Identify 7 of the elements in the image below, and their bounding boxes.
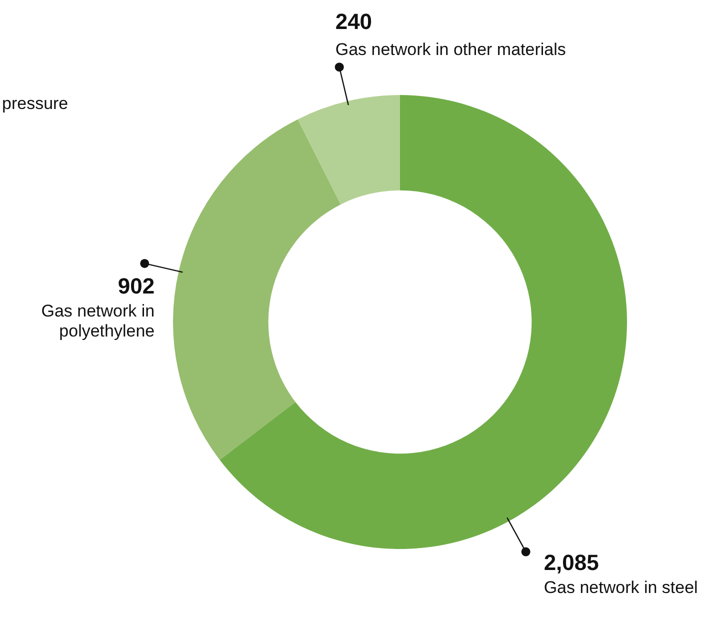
data-label: 240 [335,9,372,34]
data-label: 2,085 [544,550,599,575]
data-label: 902 [118,273,155,298]
slice-label: Gas network in polyethylene [41,301,155,340]
slice-label: Gas network in steel [544,578,698,597]
text: pressure [2,94,68,113]
slice-label: Gas network in other materials [335,40,566,60]
